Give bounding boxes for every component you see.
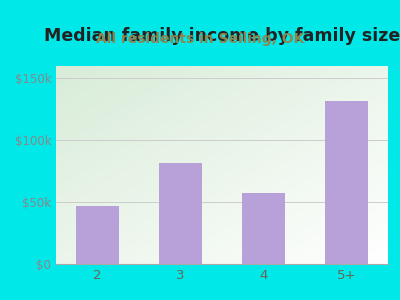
Bar xyxy=(159,163,202,264)
Bar xyxy=(76,206,119,264)
Title: Median family income by family size: Median family income by family size xyxy=(44,27,400,45)
Text: All residents in Seiling, OK: All residents in Seiling, OK xyxy=(96,32,304,46)
Bar xyxy=(242,194,285,264)
Bar xyxy=(325,100,368,264)
